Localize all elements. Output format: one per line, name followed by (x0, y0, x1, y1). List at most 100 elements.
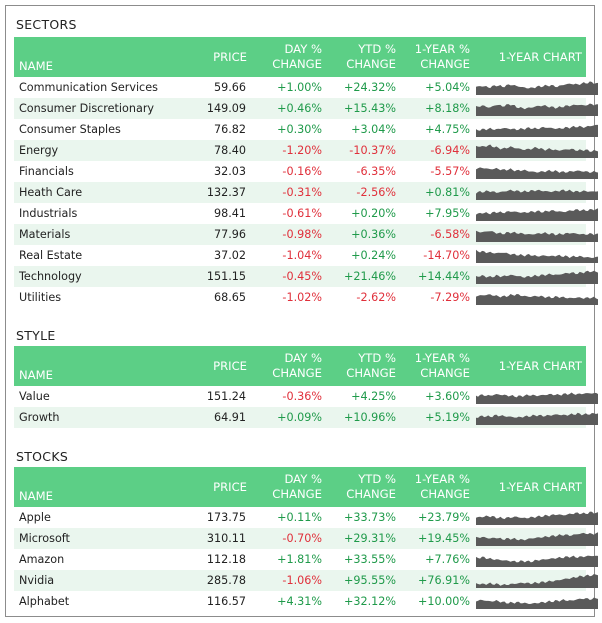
row-1yr-change: +4.75% (425, 123, 470, 136)
table-sectors: NAME PRICE DAY % CHANGE YTD % CHANGE 1-YEA… (14, 37, 598, 308)
row-name: Apple (19, 511, 51, 524)
row-name: Energy (14, 140, 177, 161)
row-name: Alphabet (19, 595, 70, 608)
row-sparkline-cell (473, 140, 598, 161)
table-row[interactable]: Communication Services 59.66 +1.00% +24.… (14, 77, 598, 98)
section-title-sectors: SECTORS (16, 17, 77, 32)
table-row[interactable]: Technology 151.15 -0.45% +21.46% +14.44% (14, 266, 598, 287)
row-1yr-change: +3.60% (425, 390, 470, 403)
row-day-change: +0.09% (251, 407, 325, 428)
row-sparkline-cell (473, 182, 598, 203)
row-name: Materials (14, 224, 177, 245)
row-name: Real Estate (19, 249, 83, 262)
column-header-price: PRICE (177, 346, 251, 386)
row-day-change: -0.70% (251, 528, 325, 549)
row-price: 151.15 (177, 266, 251, 287)
row-ytd-change: +33.55% (343, 553, 396, 566)
row-ytd-change: -2.62% (356, 291, 396, 304)
row-ytd-change: +10.96% (325, 407, 399, 428)
table-row[interactable]: Microsoft 310.11 -0.70% +29.31% +19.45% (14, 528, 598, 549)
row-sparkline-cell (473, 98, 598, 119)
row-ytd-change: -6.35% (356, 165, 396, 178)
table-row[interactable]: Consumer Discretionary 149.09 +0.46% +15… (14, 98, 598, 119)
row-1yr-change: +5.04% (425, 81, 470, 94)
row-sparkline-cell (473, 591, 598, 612)
row-ytd-change: +29.31% (325, 528, 399, 549)
table-row[interactable]: Apple 173.75 +0.11% +33.73% +23.79% (14, 507, 598, 528)
row-price: 68.65 (213, 291, 246, 304)
row-ytd-change: +3.04% (351, 123, 396, 136)
row-price: 37.02 (213, 249, 246, 262)
sparkline-area (476, 597, 598, 609)
row-name: Financials (19, 165, 74, 178)
table-row[interactable]: Real Estate 37.02 -1.04% +0.24% -14.70% (14, 245, 598, 266)
table-row[interactable]: Utilities 68.65 -1.02% -2.62% -7.29% (14, 287, 598, 308)
table-row[interactable]: Energy 78.40 -1.20% -10.37% -6.94% (14, 140, 598, 161)
row-sparkline-cell (473, 528, 598, 549)
row-name: Growth (14, 407, 177, 428)
row-price: 310.11 (177, 528, 251, 549)
row-day-change: +0.46% (251, 98, 325, 119)
table-row[interactable]: Materials 77.96 -0.98% +0.36% -6.58% (14, 224, 598, 245)
sparkline-chart (476, 294, 598, 305)
table-row[interactable]: Alphabet 116.57 +4.31% +32.12% +10.00% (14, 591, 598, 612)
sparkline-area (476, 392, 598, 404)
row-day-change: -0.16% (282, 165, 322, 178)
row-day-change: +0.11% (277, 511, 322, 524)
column-header-ytd-change: YTD % CHANGE (325, 37, 399, 77)
row-name: Technology (14, 266, 177, 287)
row-1yr-change: +19.45% (399, 528, 473, 549)
row-price: 285.78 (177, 570, 251, 591)
row-name: Heath Care (14, 182, 177, 203)
column-header-1yr-chart: 1-YEAR CHART (473, 37, 586, 77)
sparkline-chart (476, 511, 598, 525)
sparkline-chart (476, 124, 598, 137)
header-row: NAME PRICE DAY % CHANGE YTD % CHANGE 1-YEA… (14, 467, 586, 507)
sparkline-area (476, 103, 598, 116)
row-sparkline-cell (473, 77, 598, 98)
row-day-change: -1.04% (282, 249, 322, 262)
row-day-change: -0.36% (282, 390, 322, 403)
sparkline-area (476, 189, 598, 200)
row-ytd-change: +0.20% (351, 207, 396, 220)
row-price: 32.03 (213, 165, 246, 178)
sparkline-chart (476, 189, 598, 200)
row-sparkline-cell (473, 407, 598, 428)
column-header-name: NAME (14, 37, 177, 77)
sparkline-chart (476, 597, 598, 609)
row-price: 112.18 (206, 553, 246, 566)
column-header-ytd-change: YTD % CHANGE (325, 467, 399, 507)
row-price: 98.41 (213, 207, 246, 220)
sparkline-chart (476, 167, 598, 179)
table-row[interactable]: Consumer Staples 76.82 +0.30% +3.04% +4.… (14, 119, 598, 140)
table-row[interactable]: Amazon 112.18 +1.81% +33.55% +7.76% (14, 549, 598, 570)
table-row[interactable]: Growth 64.91 +0.09% +10.96% +5.19% (14, 407, 598, 428)
column-header-1yr-change: 1-YEAR % CHANGE (399, 467, 473, 507)
column-header-1yr-chart: 1-YEAR CHART (473, 467, 586, 507)
row-ytd-change: +0.36% (325, 224, 399, 245)
table-row[interactable]: Value 151.24 -0.36% +4.25% +3.60% (14, 386, 598, 407)
table-row[interactable]: Industrials 98.41 -0.61% +0.20% +7.95% (14, 203, 598, 224)
sparkline-chart (476, 392, 598, 404)
row-price: 173.75 (206, 511, 246, 524)
row-ytd-change: +32.12% (343, 595, 396, 608)
sparkline-chart (476, 412, 598, 425)
row-1yr-change: +10.00% (417, 595, 470, 608)
row-day-change: +1.00% (277, 81, 322, 94)
row-ytd-change: -2.56% (325, 182, 399, 203)
sparkline-chart (476, 208, 598, 221)
sparkline-area (476, 230, 598, 242)
table-row[interactable]: Financials 32.03 -0.16% -6.35% -5.57% (14, 161, 598, 182)
row-name: Utilities (19, 291, 62, 304)
column-header-name: NAME (14, 467, 177, 507)
table-row[interactable]: Heath Care 132.37 -0.31% -2.56% +0.81% (14, 182, 598, 203)
row-sparkline-cell (473, 161, 598, 182)
sparkline-area (476, 294, 598, 305)
header-row: NAME PRICE DAY % CHANGE YTD % CHANGE 1-YEA… (14, 346, 586, 386)
row-sparkline-cell (473, 245, 598, 266)
column-header-ytd-change: YTD % CHANGE (325, 346, 399, 386)
row-1yr-change: +23.79% (417, 511, 470, 524)
row-sparkline-cell (473, 287, 598, 308)
section-title-style: STYLE (16, 328, 56, 343)
table-row[interactable]: Nvidia 285.78 -1.06% +95.55% +76.91% (14, 570, 598, 591)
